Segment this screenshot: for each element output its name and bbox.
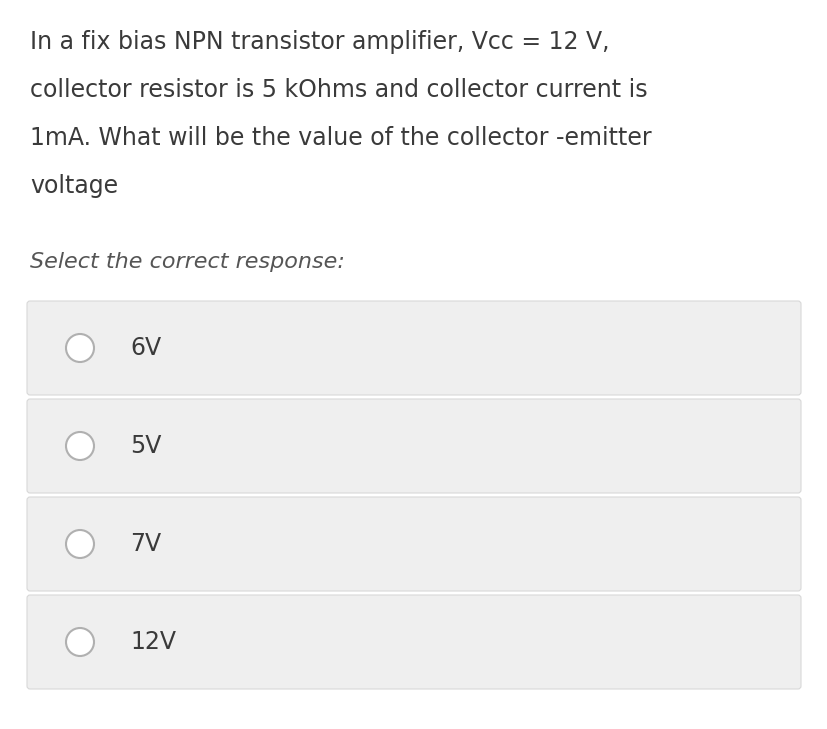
FancyBboxPatch shape: [27, 301, 800, 395]
Text: 6V: 6V: [130, 336, 161, 360]
FancyBboxPatch shape: [27, 399, 800, 493]
Text: 5V: 5V: [130, 434, 161, 458]
Circle shape: [66, 334, 94, 362]
Circle shape: [66, 432, 94, 460]
Text: Select the correct response:: Select the correct response:: [30, 252, 345, 272]
Text: 7V: 7V: [130, 532, 161, 556]
Circle shape: [66, 628, 94, 656]
FancyBboxPatch shape: [27, 595, 800, 689]
Circle shape: [66, 530, 94, 558]
Text: 12V: 12V: [130, 630, 176, 654]
Text: collector resistor is 5 kOhms and collector current is: collector resistor is 5 kOhms and collec…: [30, 78, 647, 102]
Text: 1mA. What will be the value of the collector -emitter: 1mA. What will be the value of the colle…: [30, 126, 651, 150]
FancyBboxPatch shape: [27, 497, 800, 591]
Text: In a fix bias NPN transistor amplifier, Vcc = 12 V,: In a fix bias NPN transistor amplifier, …: [30, 30, 609, 54]
Text: voltage: voltage: [30, 174, 118, 198]
